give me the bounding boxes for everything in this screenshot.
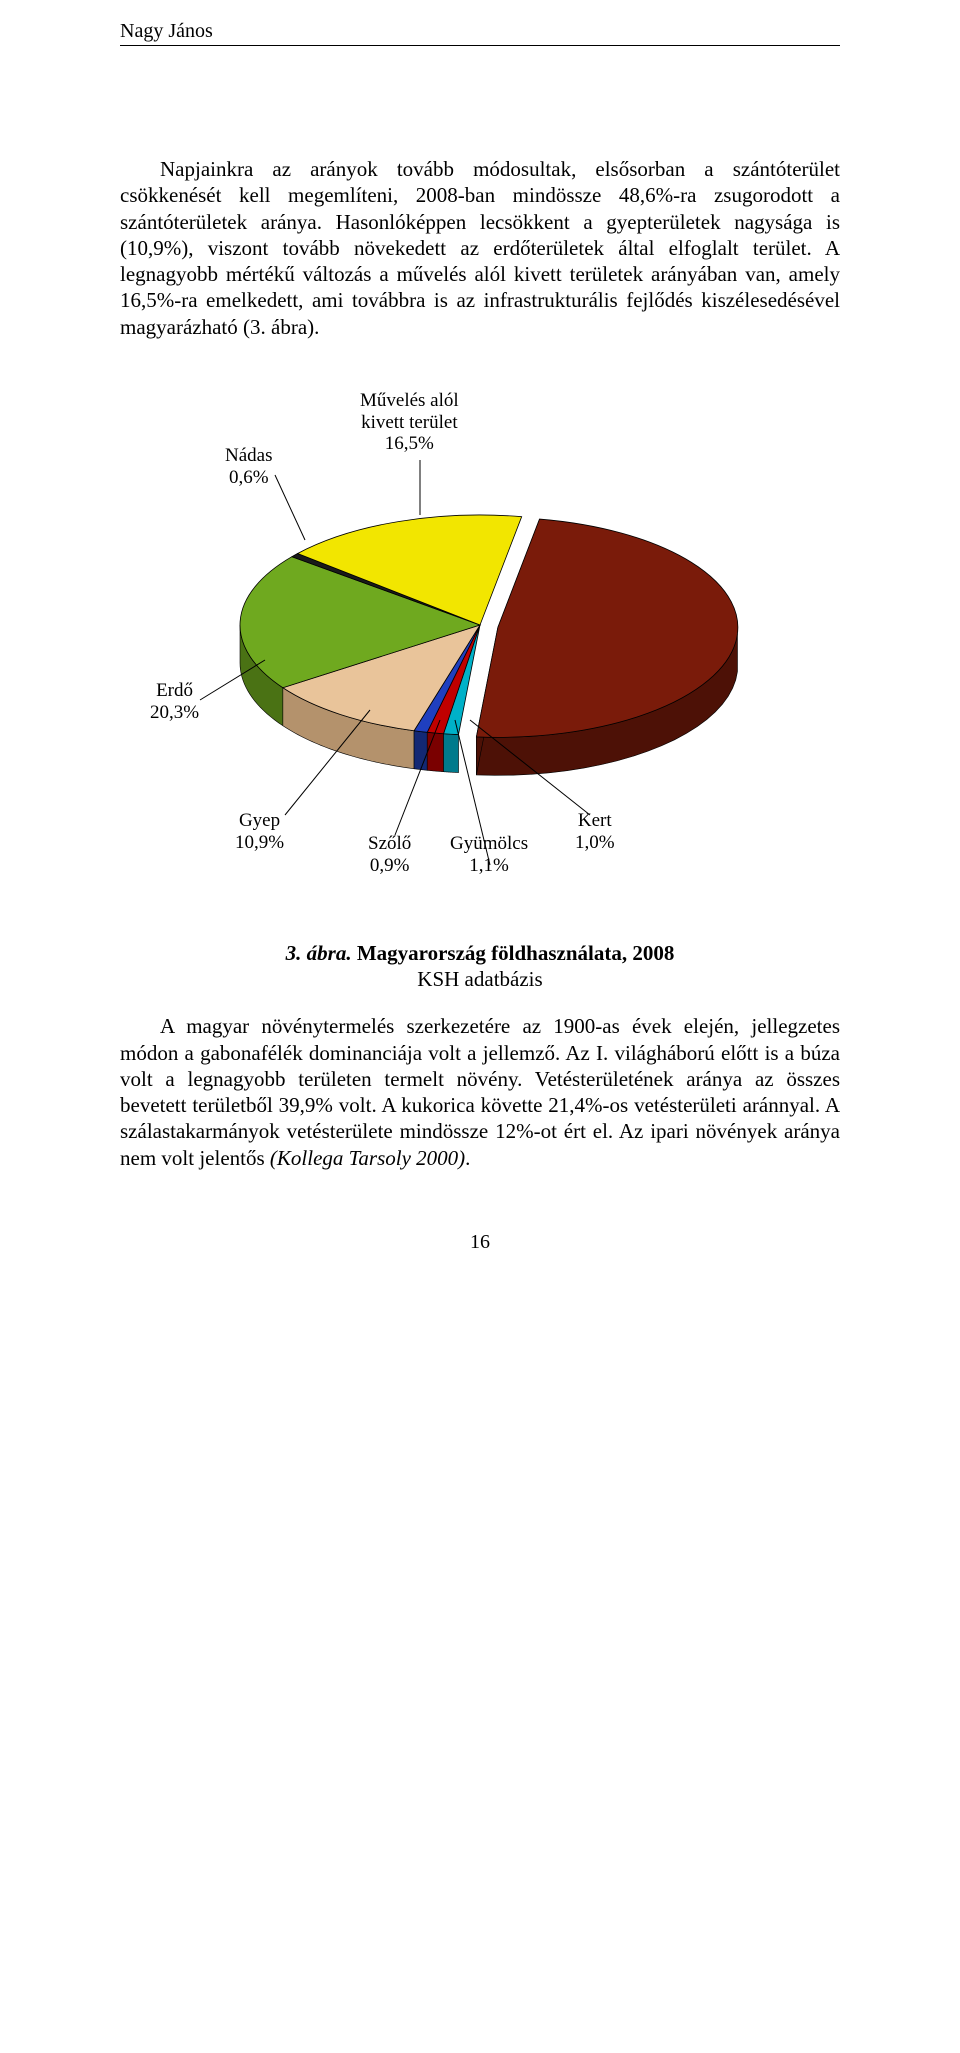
paragraph-2-text: A magyar növénytermelés szerkezetére az … <box>120 1014 840 1169</box>
page-header-author: Nagy János <box>120 20 213 42</box>
paragraph-2: A magyar növénytermelés szerkezetére az … <box>120 1013 840 1171</box>
figure-title: Magyarország földhasználata, 2008 <box>352 941 675 965</box>
leader-lines <box>120 400 840 920</box>
figure-caption: 3. ábra. Magyarország földhasználata, 20… <box>120 940 840 993</box>
figure-label: 3. ábra. <box>286 941 352 965</box>
page-number: 16 <box>120 1231 840 1254</box>
paragraph-1: Napjainkra az arányok tovább módosultak,… <box>120 156 840 340</box>
paragraph-2-end: . <box>465 1146 470 1170</box>
paragraph-2-citation: (Kollega Tarsoly 2000) <box>270 1146 465 1170</box>
figure-subtitle: KSH adatbázis <box>417 967 542 991</box>
pie-chart-land-use: Művelés alól kivett terület 16,5% Nádas … <box>120 400 840 920</box>
